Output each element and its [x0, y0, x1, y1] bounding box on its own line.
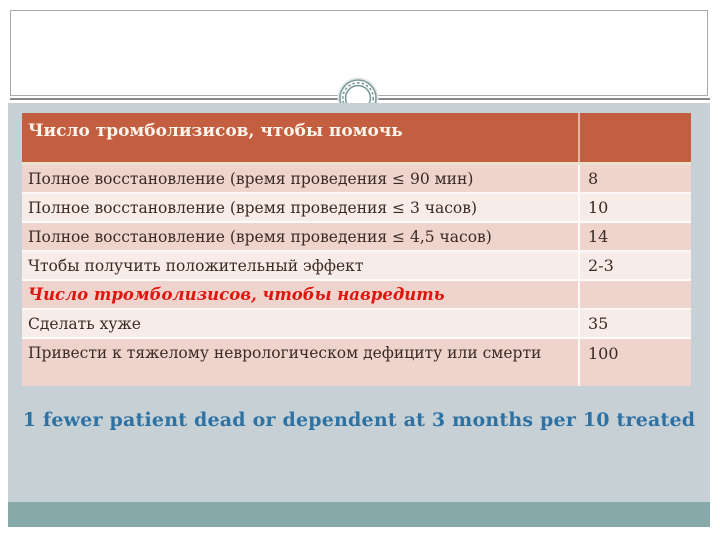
table-row: Полное восстановление (время проведения …	[22, 165, 691, 194]
table-row: Полное восстановление (время проведения …	[22, 194, 691, 223]
row-value: 100	[588, 344, 619, 363]
nnt-table: Число тромболизисов, чтобы помочь Полное…	[22, 113, 691, 386]
table-header-row: Число тромболизисов, чтобы помочь	[22, 113, 691, 165]
table-row: Сделать хуже 35	[22, 310, 691, 339]
row-label: Сделать хуже	[22, 310, 580, 337]
footnote-text: 1 fewer patient dead or dependent at 3 m…	[22, 409, 696, 431]
table-header-title: Число тромболизисов, чтобы помочь	[22, 113, 580, 162]
row-value: 14	[588, 227, 609, 246]
row-value	[580, 281, 691, 308]
row-label: Чтобы получить положительный эффект	[22, 252, 580, 279]
row-label: Привести к тяжелому неврологическом дефи…	[22, 339, 580, 386]
table-row: Привести к тяжелому неврологическом дефи…	[22, 339, 691, 386]
row-label: Полное восстановление (время проведения …	[22, 223, 580, 250]
row-label: Полное восстановление (время проведения …	[22, 165, 580, 192]
row-value: 8	[588, 169, 599, 188]
table-header-value-cell	[580, 113, 691, 162]
subheader-label: Число тромболизисов, чтобы навредить	[22, 281, 580, 308]
bottom-accent-bar	[8, 502, 710, 527]
row-value: 10	[588, 198, 609, 217]
row-value: 2-3	[588, 256, 614, 275]
row-label: Полное восстановление (время проведения …	[22, 194, 580, 221]
table-subheader-row: Число тромболизисов, чтобы навредить	[22, 281, 691, 310]
table-row: Полное восстановление (время проведения …	[22, 223, 691, 252]
table-row: Чтобы получить положительный эффект 2-3	[22, 252, 691, 281]
row-value: 35	[588, 314, 609, 333]
